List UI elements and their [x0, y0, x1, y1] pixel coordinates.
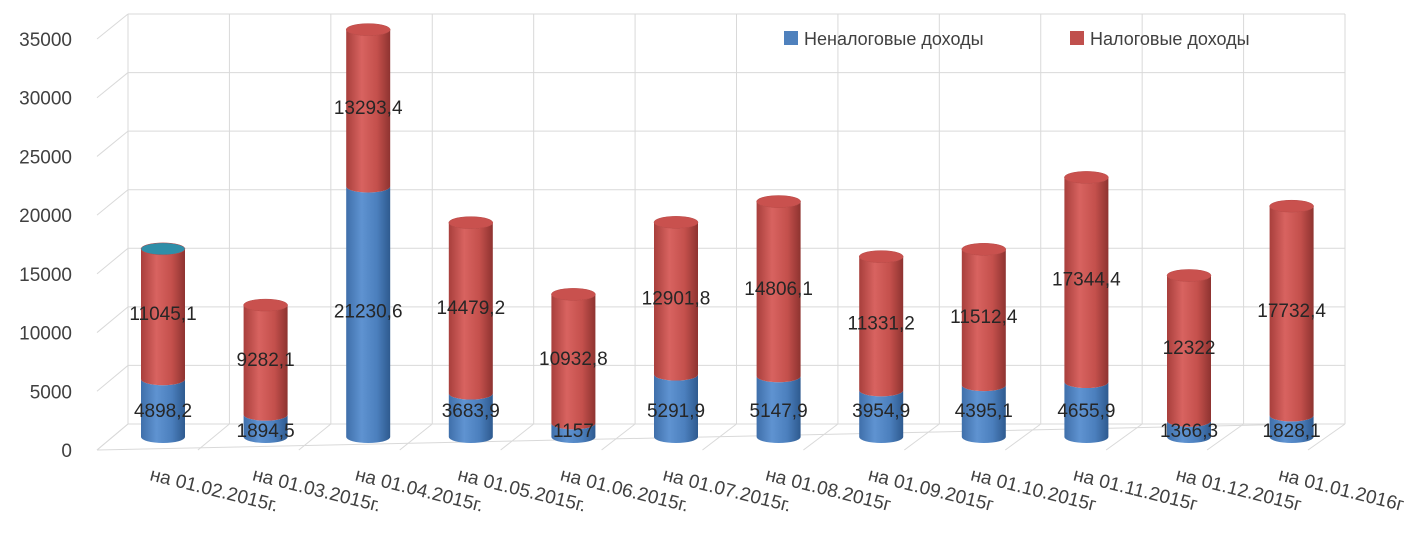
- data-label-tax: 10932,8: [539, 349, 608, 370]
- bar-segment-tax: [243, 305, 288, 421]
- data-label-nonTax: 1894,5: [237, 421, 295, 442]
- bar-top-cap: [858, 250, 904, 263]
- bar-top-cap: [1064, 171, 1109, 184]
- floor-line: [1307, 423, 1346, 451]
- grid-line-side: [96, 189, 129, 216]
- floor-line: [1206, 423, 1244, 451]
- bar-segment-nonTax: [756, 376, 801, 443]
- bar-segment-nonTax: [141, 379, 185, 443]
- bar-segment-nonTax: [346, 186, 391, 443]
- bar-top-cap: [140, 242, 186, 256]
- floor-line: [500, 423, 534, 451]
- bar-top-cap: [1166, 269, 1212, 282]
- grid-lines: [96, 13, 1346, 451]
- bar-segment-tax: [756, 201, 801, 383]
- y-tick-label: 35000: [19, 30, 72, 51]
- grid-line-side: [96, 13, 129, 40]
- y-tick-label: 15000: [19, 265, 72, 286]
- grid-line-side: [96, 72, 129, 99]
- data-label-nonTax: 21230,6: [334, 302, 403, 323]
- bar-segment-nonTax: [243, 414, 288, 443]
- bar-segment-tax: [551, 294, 596, 430]
- data-label-tax: 11045,1: [129, 304, 196, 325]
- y-tick-label: 5000: [30, 382, 72, 403]
- bar-segment-nonTax: [654, 374, 698, 443]
- floor-line: [803, 423, 839, 451]
- y-tick-label: 25000: [19, 147, 72, 168]
- data-label-nonTax: 5291,9: [647, 401, 705, 422]
- data-label-tax: 17344,4: [1052, 270, 1121, 291]
- data-label-nonTax: 4655,9: [1057, 401, 1115, 422]
- data-label-tax: 14479,2: [436, 298, 505, 319]
- bar-segment-nonTax: [1167, 420, 1211, 443]
- data-label-nonTax: 4898,2: [134, 401, 192, 422]
- bar-segment-tax: [346, 29, 391, 193]
- floor-line: [904, 423, 940, 451]
- x-axis: на 01.02.2015г.на 01.03.2015г.на 01.04.2…: [148, 464, 1404, 516]
- floor-line: [1105, 423, 1143, 451]
- bar-segment-tax: [1269, 206, 1314, 422]
- bar-segment-tax: [141, 248, 185, 386]
- y-axis: 0 5000 10000 15000 20000 25000 30000 35000: [19, 30, 72, 462]
- legend-label-nonTax: Неналоговые доходы: [804, 29, 984, 49]
- bar-segment-tax: [448, 222, 493, 400]
- bar-segment-tax: [859, 256, 904, 397]
- grid-line-side: [96, 130, 129, 157]
- y-tick-label: 0: [61, 441, 72, 462]
- data-label-nonTax: 5147,9: [750, 401, 808, 422]
- bar-segment-nonTax: [1064, 382, 1109, 443]
- floor-line: [298, 423, 332, 451]
- bar-top-cap: [653, 216, 699, 229]
- bar-top-cap: [448, 216, 494, 229]
- legend: Неналоговые доходы Налоговые доходы: [784, 29, 1250, 49]
- data-label-tax: 13293,4: [334, 98, 403, 119]
- legend-swatch-nonTax: [784, 31, 798, 45]
- legend-swatch-tax: [1070, 31, 1084, 45]
- floor-line: [399, 423, 433, 451]
- bar-top-cap: [961, 243, 1007, 256]
- data-label-nonTax: 4395,1: [955, 401, 1013, 422]
- floor-line: [1004, 423, 1042, 451]
- data-label-tax: 12901,8: [642, 288, 711, 309]
- data-label-nonTax: 1828,1: [1263, 421, 1321, 442]
- y-tick-label: 20000: [19, 206, 72, 227]
- bar-segment-nonTax: [961, 385, 1006, 443]
- bar-segment-nonTax: [859, 390, 904, 443]
- data-label-tax: 14806,1: [744, 279, 813, 300]
- bar-segment-tax: [654, 222, 698, 381]
- data-label-nonTax: 1157: [553, 421, 594, 442]
- bar-top-cap: [345, 23, 391, 36]
- data-label-nonTax: 3683,9: [442, 401, 500, 422]
- bar-top-cap: [1269, 199, 1314, 213]
- bar-top-cap: [551, 288, 596, 301]
- y-tick-label: 30000: [19, 89, 72, 110]
- data-label-nonTax: 3954,9: [852, 401, 910, 422]
- bar-segment-tax: [961, 249, 1006, 392]
- bar-segment-nonTax: [448, 393, 493, 443]
- data-label-tax: 11331,2: [848, 313, 915, 334]
- legend-label-tax: Налоговые доходы: [1090, 29, 1250, 49]
- bar-top-cap: [243, 298, 288, 312]
- data-label-tax: 9282,1: [237, 350, 295, 371]
- data-label-tax: 12322: [1163, 338, 1216, 359]
- bar-top-cap: [756, 195, 801, 208]
- y-tick-label: 10000: [19, 324, 72, 345]
- grid-line-side: [96, 365, 129, 392]
- data-label-tax: 11512,4: [950, 307, 1018, 328]
- bar-segment-nonTax: [551, 423, 596, 443]
- bars-group: [140, 23, 1314, 443]
- grid-line-side: [96, 306, 129, 333]
- bar-segment-tax: [1167, 275, 1211, 427]
- floor-line: [601, 423, 636, 451]
- data-label-tax: 17732,4: [1257, 301, 1326, 322]
- bar-segment-nonTax: [1269, 415, 1314, 443]
- floor-line: [197, 423, 230, 451]
- data-label-nonTax: 1366,3: [1160, 421, 1218, 442]
- bar-segment-tax: [1064, 177, 1109, 389]
- data-labels: 4898,2 11045,1 1894,5 9282,1 21230,6 13293,4 3…: [129, 98, 1326, 442]
- floor-line: [96, 423, 129, 451]
- grid-line-side: [96, 247, 129, 275]
